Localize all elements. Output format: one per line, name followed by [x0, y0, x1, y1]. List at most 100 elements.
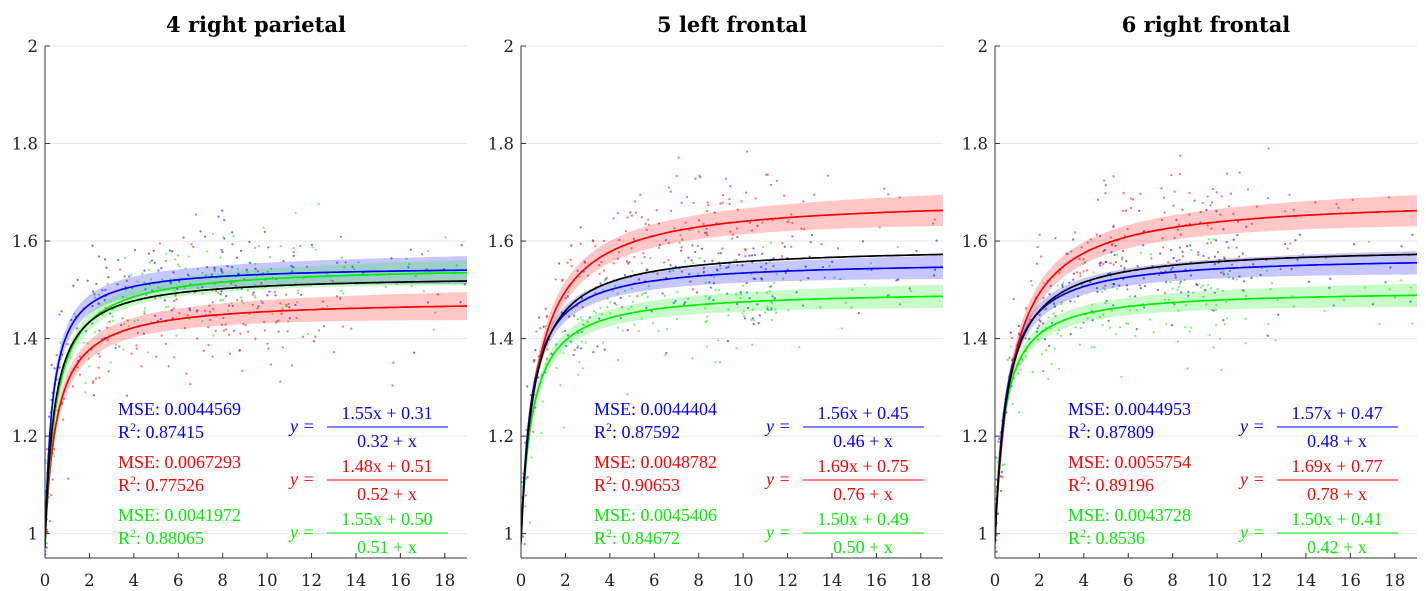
scatter-point — [266, 294, 269, 297]
scatter-point — [802, 200, 805, 203]
scatter-point — [751, 308, 754, 311]
scatter-point — [1102, 250, 1105, 253]
scatter-point — [227, 309, 230, 312]
scatter-point — [1114, 244, 1117, 248]
scatter-point — [231, 304, 234, 308]
fit-equation: y = 1.69x + 0.75 0.76 + x — [764, 456, 924, 504]
scatter-point — [152, 249, 155, 253]
scatter-point — [251, 303, 254, 307]
scatter-point — [741, 312, 744, 315]
scatter-point — [1024, 307, 1028, 310]
scatter-point — [534, 348, 537, 352]
scatter-point — [642, 252, 645, 255]
scatter-point — [86, 342, 89, 345]
scatter-point — [107, 276, 110, 279]
scatter-point — [236, 267, 240, 271]
chart-panel-3: 1 1.2 1.4 1.6 1.8 2 0 2 4 6 8 10 12 14 16 18 6 right fro… — [962, 12, 1417, 590]
scatter-point — [1351, 198, 1354, 201]
scatter-point — [314, 248, 317, 252]
scatter-point — [1265, 269, 1269, 272]
scatter-point — [813, 193, 816, 196]
scatter-point — [1109, 261, 1112, 265]
scatter-point — [340, 256, 344, 259]
scatter-point — [581, 367, 584, 370]
scatter-point — [1156, 288, 1160, 292]
scatter-point — [630, 287, 633, 290]
x-tick-label: 8 — [693, 571, 704, 590]
scatter-point — [155, 355, 158, 358]
scatter-point — [78, 355, 82, 358]
scatter-point — [615, 303, 618, 307]
scatter-point — [171, 250, 174, 253]
x-tick-label: 4 — [605, 571, 616, 590]
scatter-point — [1411, 322, 1414, 325]
scatter-point — [567, 290, 570, 294]
scatter-point — [1111, 285, 1114, 289]
scatter-point — [106, 282, 109, 285]
scatter-point — [1069, 332, 1072, 336]
scatter-point — [285, 293, 288, 296]
scatter-point — [1161, 237, 1164, 240]
scatter-point — [727, 308, 730, 311]
scatter-point — [828, 264, 831, 268]
scatter-point — [225, 328, 228, 331]
scatter-point — [1171, 287, 1174, 290]
x-tick-label: 0 — [516, 571, 527, 590]
scatter-point — [744, 255, 747, 258]
x-tick-label: 2 — [1034, 571, 1045, 590]
scatter-point — [201, 292, 204, 295]
scatter-point — [804, 265, 807, 268]
scatter-point — [239, 296, 242, 299]
scatter-point — [583, 261, 587, 264]
scatter-point — [1122, 209, 1125, 213]
scatter-point — [238, 348, 242, 352]
scatter-point — [1065, 252, 1068, 255]
scatter-point — [674, 300, 677, 303]
scatter-point — [1181, 250, 1184, 254]
scatter-point — [1103, 179, 1106, 182]
scatter-point — [148, 261, 152, 264]
scatter-point — [1042, 296, 1045, 300]
scatter-point — [109, 312, 112, 315]
scatter-point — [92, 380, 95, 383]
scatter-point — [569, 340, 572, 343]
scatter-point — [163, 299, 167, 302]
scatter-point — [550, 352, 553, 355]
x-tick-label: 16 — [1340, 571, 1361, 590]
scatter-point — [97, 352, 100, 355]
scatter-point — [75, 327, 79, 330]
scatter-point — [1112, 263, 1115, 266]
scatter-point — [1128, 309, 1132, 312]
scatter-point — [230, 301, 233, 305]
x-tick-label: 14 — [821, 571, 842, 590]
scatter-point — [281, 346, 284, 349]
scatter-point — [637, 278, 641, 281]
scatter-point — [1202, 254, 1205, 258]
scatter-point — [112, 319, 115, 323]
scatter-point — [194, 213, 198, 216]
scatter-point — [236, 299, 239, 302]
scatter-point — [563, 329, 567, 333]
scatter-point — [1267, 147, 1270, 150]
scatter-point — [1036, 327, 1039, 330]
scatter-point — [745, 291, 749, 294]
scatter-point — [771, 219, 774, 222]
scatter-point — [672, 301, 675, 305]
scatter-point — [254, 267, 257, 271]
scatter-point — [141, 272, 144, 275]
scatter-point — [1267, 322, 1270, 326]
scatter-point — [799, 279, 802, 282]
equation-numerator: 1.55x + 0.50 — [341, 509, 432, 529]
scatter-point — [1173, 190, 1176, 193]
scatter-point — [310, 243, 314, 247]
scatter-point — [1214, 239, 1218, 242]
x-tick-label: 8 — [1167, 571, 1178, 590]
scatter-point — [1038, 233, 1041, 236]
scatter-point — [241, 369, 244, 372]
scatter-point — [53, 367, 56, 370]
scatter-point — [704, 281, 708, 284]
scatter-point — [1220, 368, 1223, 372]
scatter-point — [1085, 269, 1089, 272]
plot-area — [995, 147, 1417, 553]
scatter-point — [718, 361, 722, 364]
